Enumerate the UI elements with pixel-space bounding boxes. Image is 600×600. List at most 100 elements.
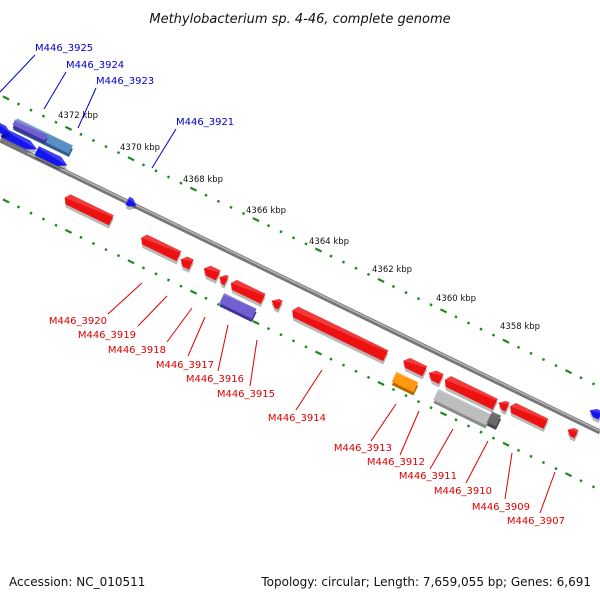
- leader-line-reverse: [107, 282, 143, 315]
- lower-minor-tick: [466, 424, 471, 428]
- kbp-label: 4360 kbp: [436, 294, 476, 304]
- gene-m446-3910[interactable]: [432, 388, 492, 429]
- gene-m446-3913[interactable]: [390, 371, 419, 396]
- upper-minor-tick: [541, 357, 546, 362]
- gene-m446-3907-gloss: [567, 427, 579, 432]
- lower-minor-tick: [579, 479, 583, 483]
- gene-m446-3909-gloss: [498, 400, 510, 405]
- leader-line-reverse: [465, 440, 489, 484]
- upper-minor-tick: [391, 284, 396, 289]
- gene-m446-3918[interactable]: [177, 254, 195, 273]
- gene-label-reverse[interactable]: M446_3913: [334, 443, 392, 454]
- gene-m446-3916[interactable]: [227, 278, 267, 308]
- gene-m446-3909b[interactable]: [506, 401, 549, 433]
- lower-minor-tick: [541, 460, 546, 465]
- gene-label-reverse[interactable]: M446_3912: [367, 457, 425, 468]
- lower-minor-tick: [16, 205, 21, 209]
- upper-minor-tick: [554, 364, 558, 368]
- gene-m446-3920[interactable]: [61, 193, 115, 229]
- gene-m446-3917b-body: [219, 274, 229, 286]
- backbone-highlight: [0, 138, 600, 432]
- gene-label-reverse[interactable]: M446_3916: [186, 374, 244, 385]
- gene-label-reverse[interactable]: M446_3915: [217, 389, 275, 400]
- gene-m446-3925-inner-gloss: [14, 119, 48, 136]
- gene-m446-3910b-body: [486, 411, 502, 427]
- gene-label-reverse[interactable]: M446_3918: [108, 345, 166, 356]
- kbp-label: 4366 kbp: [246, 206, 286, 216]
- gene-m446-3917-gloss: [203, 265, 221, 273]
- gene-labels: M446_3925 M446_3924 M446_3923 M446_3921 M446…: [35, 43, 565, 527]
- gene-m446-3909-body: [498, 400, 510, 412]
- upper-minor-tick: [529, 351, 533, 355]
- gene-m446-3910b[interactable]: [486, 411, 503, 430]
- upper-minor-tick: [116, 151, 121, 155]
- gene-label-reverse[interactable]: M446_3919: [78, 330, 136, 341]
- gene-m446-3909b-body: [510, 403, 549, 429]
- kbp-scale-labels: 4372 kbp 4370 kbp 4368 kbp 4366 kbp 4364 kbp…: [58, 111, 540, 332]
- lower-minor-tick: [54, 223, 58, 227]
- leader-line-reverse: [217, 324, 229, 372]
- upper-major-tick: [564, 369, 573, 375]
- gene-m446-3911[interactable]: [441, 374, 499, 414]
- gene-label-reverse[interactable]: M446_3914: [268, 413, 326, 424]
- lower-minor-tick: [454, 418, 458, 422]
- gene-left-edge-gloss: [0, 122, 11, 134]
- gene-m446-3914[interactable]: [288, 305, 389, 365]
- gene-m446-3916-rna[interactable]: [218, 293, 258, 323]
- gene-right-edge[interactable]: [586, 406, 600, 424]
- gene-m446-3917[interactable]: [200, 264, 222, 284]
- leader-line-reverse: [539, 471, 556, 514]
- gene-m446-3913-upper[interactable]: [399, 356, 428, 380]
- lower-minor-tick: [266, 327, 271, 331]
- gene-label-forward[interactable]: M446_3921: [176, 117, 234, 128]
- upper-major-tick: [189, 186, 198, 192]
- gene-m446-3923[interactable]: [33, 146, 71, 173]
- upper-minor-tick: [141, 163, 146, 167]
- gene-label-forward[interactable]: M446_3925: [35, 43, 93, 54]
- gene-label-reverse[interactable]: M446_3907: [507, 516, 565, 527]
- gene-m446-3919[interactable]: [137, 233, 182, 265]
- upper-major-tick: [2, 95, 10, 101]
- upper-major-tick: [127, 156, 135, 162]
- lower-minor-tick: [41, 217, 46, 221]
- upper-major-tick: [314, 247, 323, 253]
- gene-m446-3925-inner[interactable]: [11, 119, 49, 144]
- lower-major-tick: [2, 198, 10, 204]
- gene-label-reverse[interactable]: M446_3909: [472, 502, 530, 513]
- upper-minor-tick: [354, 266, 358, 270]
- gene-m446-3918-body: [180, 256, 194, 270]
- gene-m446-3925-gloss: [16, 118, 73, 146]
- gene-m446-3916-rna-gloss: [223, 293, 257, 309]
- gene-m446-3917b[interactable]: [216, 273, 230, 289]
- lower-major-tick: [377, 380, 385, 386]
- upper-minor-tick: [479, 327, 483, 331]
- gene-m446-3924[interactable]: [0, 128, 41, 157]
- gene-m446-3912[interactable]: [425, 368, 445, 388]
- gene-m446-3921[interactable]: [124, 196, 140, 213]
- gene-label-reverse[interactable]: M446_3911: [399, 471, 457, 482]
- lower-minor-tick: [116, 254, 121, 258]
- upper-minor-tick: [179, 181, 183, 185]
- upper-minor-tick: [241, 211, 246, 216]
- upper-minor-tick: [341, 260, 346, 264]
- gene-m446-3916-body: [230, 279, 266, 304]
- lower-minor-tick: [166, 278, 171, 282]
- gene-left-edge[interactable]: [0, 122, 14, 141]
- gene-label-reverse[interactable]: M446_3920: [49, 316, 107, 327]
- gene-label-reverse[interactable]: M446_3917: [156, 360, 214, 371]
- lower-minor-tick: [354, 369, 358, 373]
- gene-m446-3916-gloss: [230, 279, 266, 296]
- upper-minor-tick: [229, 205, 233, 209]
- leader-line-reverse: [249, 339, 258, 387]
- gene-m446-3909[interactable]: [495, 398, 511, 416]
- lower-major-tick: [564, 472, 573, 478]
- gene-m446-3915-gloss: [271, 298, 283, 303]
- gene-m446-3907[interactable]: [564, 426, 580, 442]
- gene-label-forward[interactable]: M446_3923: [96, 76, 154, 87]
- gene-m446-3915[interactable]: [268, 296, 284, 314]
- gene-right-edge-body: [589, 408, 600, 420]
- gene-label-reverse[interactable]: M446_3910: [434, 486, 492, 497]
- gene-label-forward[interactable]: M446_3924: [66, 60, 124, 71]
- gene-m446-3925-inner-body: [12, 119, 48, 141]
